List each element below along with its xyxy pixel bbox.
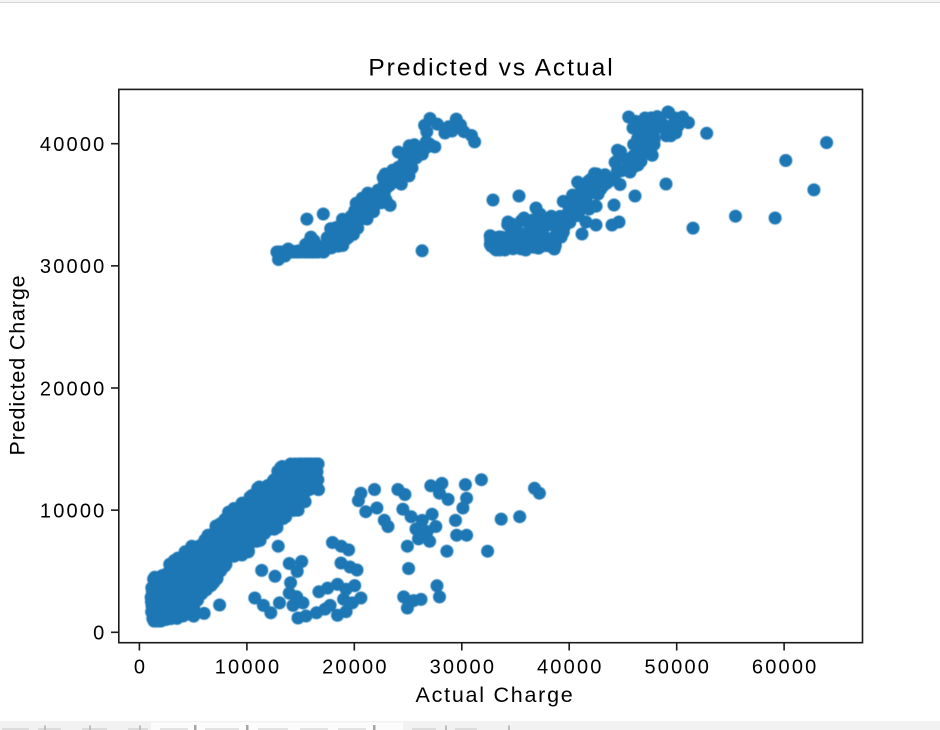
svg-text:Actual Charge: Actual Charge — [416, 683, 575, 707]
svg-text:10000: 10000 — [40, 500, 107, 522]
svg-text:Predicted Charge: Predicted Charge — [6, 275, 30, 456]
svg-text:20000: 20000 — [322, 657, 389, 679]
svg-text:0: 0 — [93, 623, 106, 645]
svg-text:50000: 50000 — [644, 657, 711, 679]
svg-text:30000: 30000 — [430, 657, 497, 679]
svg-text:0: 0 — [134, 657, 147, 679]
svg-text:Predicted vs Actual: Predicted vs Actual — [368, 55, 614, 82]
svg-text:10000: 10000 — [215, 657, 282, 679]
svg-text:20000: 20000 — [40, 378, 107, 400]
svg-text:40000: 40000 — [40, 134, 107, 156]
svg-text:60000: 60000 — [752, 657, 819, 679]
svg-text:40000: 40000 — [537, 657, 604, 679]
svg-text:30000: 30000 — [40, 256, 107, 278]
